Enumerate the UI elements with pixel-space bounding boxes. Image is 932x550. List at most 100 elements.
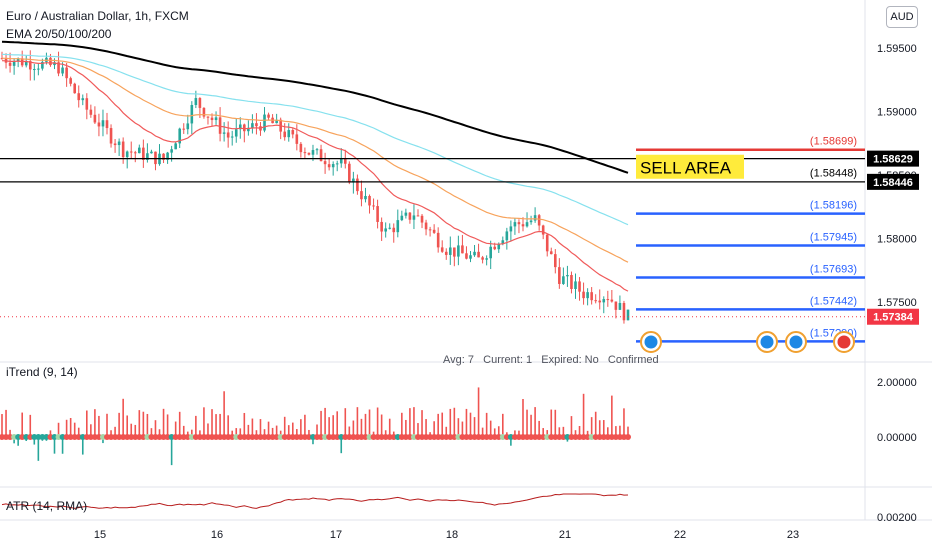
candle-body (541, 225, 545, 235)
ema-50-line (1, 57, 629, 263)
candle-body (578, 281, 581, 292)
candle-body (343, 158, 347, 164)
candle-body (610, 299, 614, 302)
candle-body (182, 128, 186, 130)
candle-body (368, 195, 371, 206)
level-label: (1.57693) (810, 263, 857, 275)
level-label: (1.58699) (810, 136, 857, 148)
currency-badge[interactable]: AUD (886, 6, 918, 28)
candle-body (178, 128, 182, 144)
candle-body (594, 300, 597, 302)
candle-body (356, 178, 359, 192)
candle-body (230, 136, 234, 138)
candle-body (352, 178, 355, 183)
sell-area-label: SELL AREA (640, 159, 732, 178)
candle-body (97, 122, 101, 127)
candle-body (186, 123, 190, 130)
status-current: Current: 1 (483, 354, 533, 366)
atr-legend[interactable]: ATR (14, RMA) (6, 499, 88, 513)
candle-body (154, 151, 157, 165)
candle-body (166, 152, 169, 160)
candle-body (133, 152, 137, 154)
candle-body (12, 61, 16, 66)
candle-body (295, 134, 299, 144)
candle-body (8, 62, 12, 66)
candle-body (113, 143, 117, 146)
itrend-tick-label: 0.00000 (877, 432, 917, 444)
candle-body (138, 147, 141, 154)
candle-body (404, 212, 408, 216)
candle-body (101, 120, 105, 127)
candle-body (238, 124, 242, 130)
horizontal-line-price-label: 1.58629 (873, 154, 913, 166)
candle-body (311, 150, 315, 155)
candle-body (65, 67, 68, 79)
horizontal-line-price-label: 1.58446 (873, 177, 913, 189)
candle-body (614, 301, 618, 310)
candle-body (384, 228, 387, 232)
candle-body (533, 215, 537, 221)
candle-body (485, 258, 488, 260)
price-label-box (867, 173, 919, 190)
candle-body (493, 246, 497, 250)
itrend-legend[interactable]: iTrend (9, 14) (6, 365, 78, 379)
candle-body (53, 62, 56, 66)
candles-group (0, 50, 630, 324)
itrend-dot (625, 434, 631, 440)
candle-body (574, 281, 577, 289)
candle-body (388, 227, 392, 229)
candle-body (497, 244, 501, 250)
candle-body (501, 240, 505, 245)
candle-body (444, 251, 448, 255)
candle-body (198, 98, 202, 108)
candle-body (428, 229, 432, 231)
candle-body (545, 234, 549, 252)
level-label: (1.58196) (810, 200, 857, 212)
candle-body (554, 254, 557, 268)
candle-body (222, 132, 226, 134)
candle-body (376, 206, 379, 222)
candle-body (81, 98, 85, 101)
price-tick-label: 1.59000 (877, 107, 917, 119)
candle-body (307, 152, 311, 155)
itrend-tick-label: 2.00000 (877, 377, 917, 389)
candle-body (142, 147, 145, 160)
candle-body (529, 220, 533, 223)
ema-legend[interactable]: EMA 20/50/100/200 (6, 27, 112, 41)
price-tick-label: 1.57500 (877, 297, 917, 309)
candle-body (420, 215, 424, 223)
candle-body (315, 149, 319, 151)
candle-body (287, 130, 291, 138)
candle-body (416, 215, 420, 217)
candle-body (513, 222, 517, 227)
chart-title: Euro / Australian Dollar, 1h, FXCM (6, 9, 189, 23)
candle-body (473, 251, 476, 256)
event-flag-icon-inner (644, 335, 658, 349)
candle-body (263, 114, 266, 131)
candle-body (105, 120, 109, 129)
status-confirmed: Confirmed (607, 354, 659, 366)
candle-body (602, 299, 606, 303)
candle-body (57, 62, 60, 74)
candle-body (436, 232, 440, 248)
candle-body (327, 164, 331, 168)
atr-line (1, 493, 629, 509)
candle-body (626, 309, 630, 321)
candle-body (348, 163, 351, 183)
time-tick-label: 15 (94, 529, 106, 541)
price-label-box (867, 150, 919, 167)
candle-body (299, 143, 303, 153)
candle-body (537, 215, 541, 226)
status-bar: Avg: 7 Current: 1 Expired: No Confirmed (443, 354, 659, 366)
price-tick-label: 1.59500 (877, 43, 917, 55)
candle-body (89, 109, 93, 115)
candle-body (49, 57, 52, 66)
status-avg: Avg: 7 (443, 354, 474, 366)
candle-body (16, 58, 20, 62)
candle-body (291, 130, 295, 135)
time-tick-label: 21 (559, 529, 571, 541)
candle-body (517, 222, 521, 225)
time-tick-label: 23 (787, 529, 799, 541)
candle-body (61, 67, 64, 74)
